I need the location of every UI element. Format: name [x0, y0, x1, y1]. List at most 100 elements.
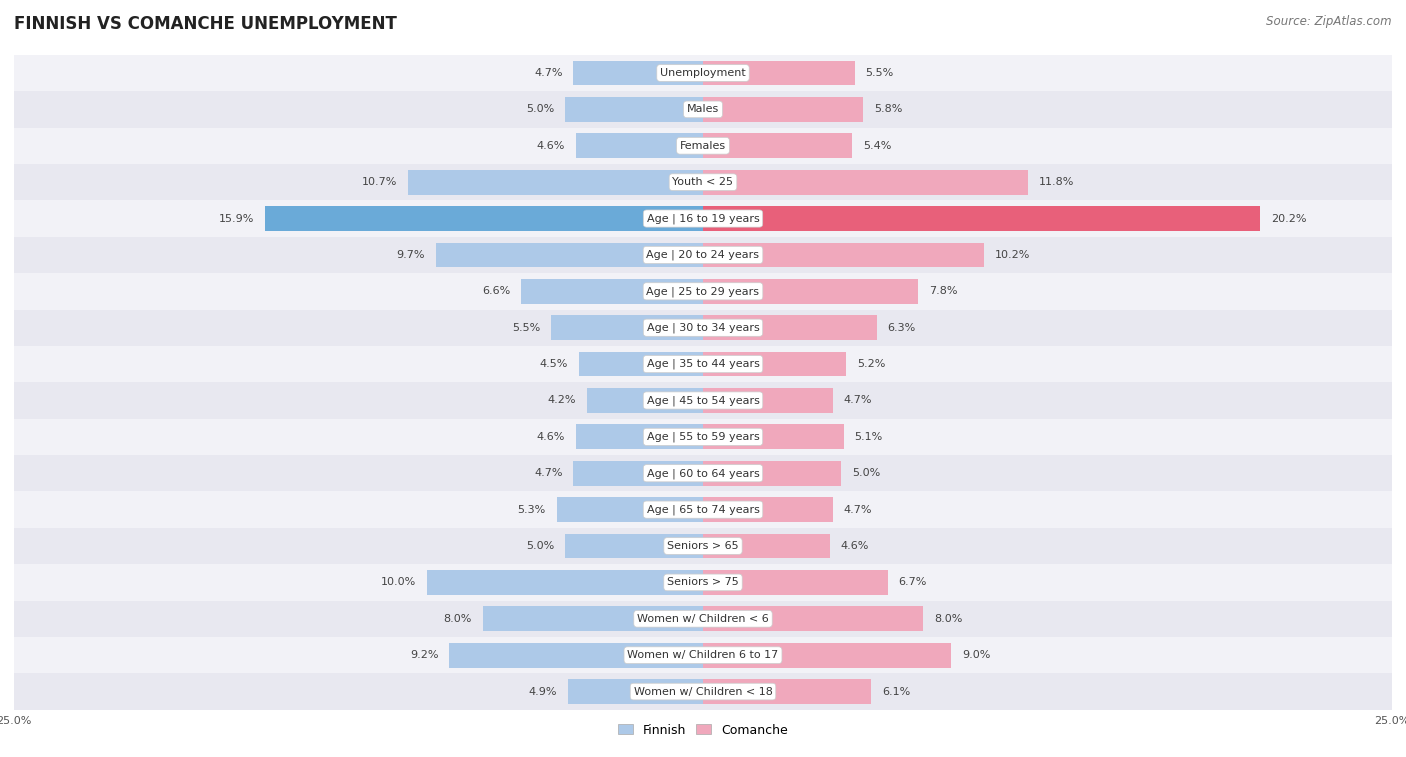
- Text: 5.4%: 5.4%: [863, 141, 891, 151]
- Text: Seniors > 75: Seniors > 75: [666, 578, 740, 587]
- Bar: [703, 133, 852, 158]
- Text: 4.9%: 4.9%: [529, 687, 557, 696]
- Text: 10.0%: 10.0%: [381, 578, 416, 587]
- Bar: [450, 643, 703, 668]
- Bar: [14, 164, 1392, 201]
- Text: 4.6%: 4.6%: [841, 541, 869, 551]
- Bar: [703, 643, 950, 668]
- Text: Age | 30 to 34 years: Age | 30 to 34 years: [647, 322, 759, 333]
- Text: 15.9%: 15.9%: [218, 213, 254, 223]
- Bar: [703, 242, 984, 267]
- Text: 9.2%: 9.2%: [411, 650, 439, 660]
- Bar: [14, 310, 1392, 346]
- Bar: [14, 273, 1392, 310]
- Bar: [703, 388, 832, 413]
- Bar: [436, 242, 703, 267]
- Bar: [574, 61, 703, 86]
- Text: 5.0%: 5.0%: [526, 104, 554, 114]
- Bar: [576, 133, 703, 158]
- Bar: [703, 61, 855, 86]
- Text: 10.7%: 10.7%: [361, 177, 396, 187]
- Bar: [565, 534, 703, 559]
- Bar: [14, 419, 1392, 455]
- Bar: [14, 455, 1392, 491]
- Text: Age | 35 to 44 years: Age | 35 to 44 years: [647, 359, 759, 369]
- Bar: [14, 91, 1392, 128]
- Text: 10.2%: 10.2%: [995, 250, 1031, 260]
- Text: Women w/ Children < 18: Women w/ Children < 18: [634, 687, 772, 696]
- Bar: [14, 600, 1392, 637]
- Text: Age | 25 to 29 years: Age | 25 to 29 years: [647, 286, 759, 297]
- Text: Females: Females: [681, 141, 725, 151]
- Bar: [703, 570, 887, 595]
- Bar: [14, 491, 1392, 528]
- Text: Women w/ Children < 6: Women w/ Children < 6: [637, 614, 769, 624]
- Text: Age | 20 to 24 years: Age | 20 to 24 years: [647, 250, 759, 260]
- Bar: [14, 128, 1392, 164]
- Text: 5.2%: 5.2%: [858, 359, 886, 369]
- Bar: [14, 528, 1392, 564]
- Text: 5.0%: 5.0%: [526, 541, 554, 551]
- Bar: [588, 388, 703, 413]
- Bar: [557, 497, 703, 522]
- Bar: [703, 679, 872, 704]
- Bar: [14, 382, 1392, 419]
- Bar: [703, 534, 830, 559]
- Bar: [408, 170, 703, 195]
- Text: 5.5%: 5.5%: [512, 322, 540, 333]
- Legend: Finnish, Comanche: Finnish, Comanche: [613, 718, 793, 742]
- Text: 4.6%: 4.6%: [537, 141, 565, 151]
- Bar: [14, 55, 1392, 91]
- Bar: [482, 606, 703, 631]
- Text: 5.5%: 5.5%: [866, 68, 894, 78]
- Text: 8.0%: 8.0%: [443, 614, 471, 624]
- Bar: [14, 637, 1392, 674]
- Text: 11.8%: 11.8%: [1039, 177, 1074, 187]
- Text: Unemployment: Unemployment: [661, 68, 745, 78]
- Text: 9.7%: 9.7%: [396, 250, 425, 260]
- Text: 4.6%: 4.6%: [537, 431, 565, 442]
- Bar: [579, 352, 703, 376]
- Text: 4.7%: 4.7%: [534, 469, 562, 478]
- Bar: [574, 461, 703, 486]
- Text: 4.7%: 4.7%: [534, 68, 562, 78]
- Text: 6.1%: 6.1%: [882, 687, 910, 696]
- Text: Age | 60 to 64 years: Age | 60 to 64 years: [647, 468, 759, 478]
- Text: 5.8%: 5.8%: [875, 104, 903, 114]
- Text: 4.7%: 4.7%: [844, 505, 872, 515]
- Bar: [703, 425, 844, 449]
- Text: Youth < 25: Youth < 25: [672, 177, 734, 187]
- Text: 6.3%: 6.3%: [887, 322, 915, 333]
- Bar: [522, 279, 703, 304]
- Text: Age | 16 to 19 years: Age | 16 to 19 years: [647, 213, 759, 224]
- Bar: [703, 316, 876, 340]
- Text: Age | 65 to 74 years: Age | 65 to 74 years: [647, 504, 759, 515]
- Bar: [703, 497, 832, 522]
- Bar: [14, 564, 1392, 600]
- Bar: [14, 201, 1392, 237]
- Text: 8.0%: 8.0%: [935, 614, 963, 624]
- Bar: [703, 279, 918, 304]
- Text: 4.2%: 4.2%: [548, 395, 576, 406]
- Text: 5.0%: 5.0%: [852, 469, 880, 478]
- Bar: [565, 97, 703, 122]
- Text: Women w/ Children 6 to 17: Women w/ Children 6 to 17: [627, 650, 779, 660]
- Bar: [703, 461, 841, 486]
- Bar: [703, 97, 863, 122]
- Text: 6.6%: 6.6%: [482, 286, 510, 296]
- Bar: [703, 170, 1028, 195]
- Text: FINNISH VS COMANCHE UNEMPLOYMENT: FINNISH VS COMANCHE UNEMPLOYMENT: [14, 15, 396, 33]
- Bar: [703, 606, 924, 631]
- Text: 9.0%: 9.0%: [962, 650, 990, 660]
- Text: Source: ZipAtlas.com: Source: ZipAtlas.com: [1267, 15, 1392, 28]
- Text: 6.7%: 6.7%: [898, 578, 927, 587]
- Bar: [703, 352, 846, 376]
- Bar: [264, 206, 703, 231]
- Bar: [14, 674, 1392, 710]
- Text: 7.8%: 7.8%: [929, 286, 957, 296]
- Bar: [427, 570, 703, 595]
- Text: 5.1%: 5.1%: [855, 431, 883, 442]
- Text: Age | 45 to 54 years: Age | 45 to 54 years: [647, 395, 759, 406]
- Bar: [14, 346, 1392, 382]
- Text: Males: Males: [688, 104, 718, 114]
